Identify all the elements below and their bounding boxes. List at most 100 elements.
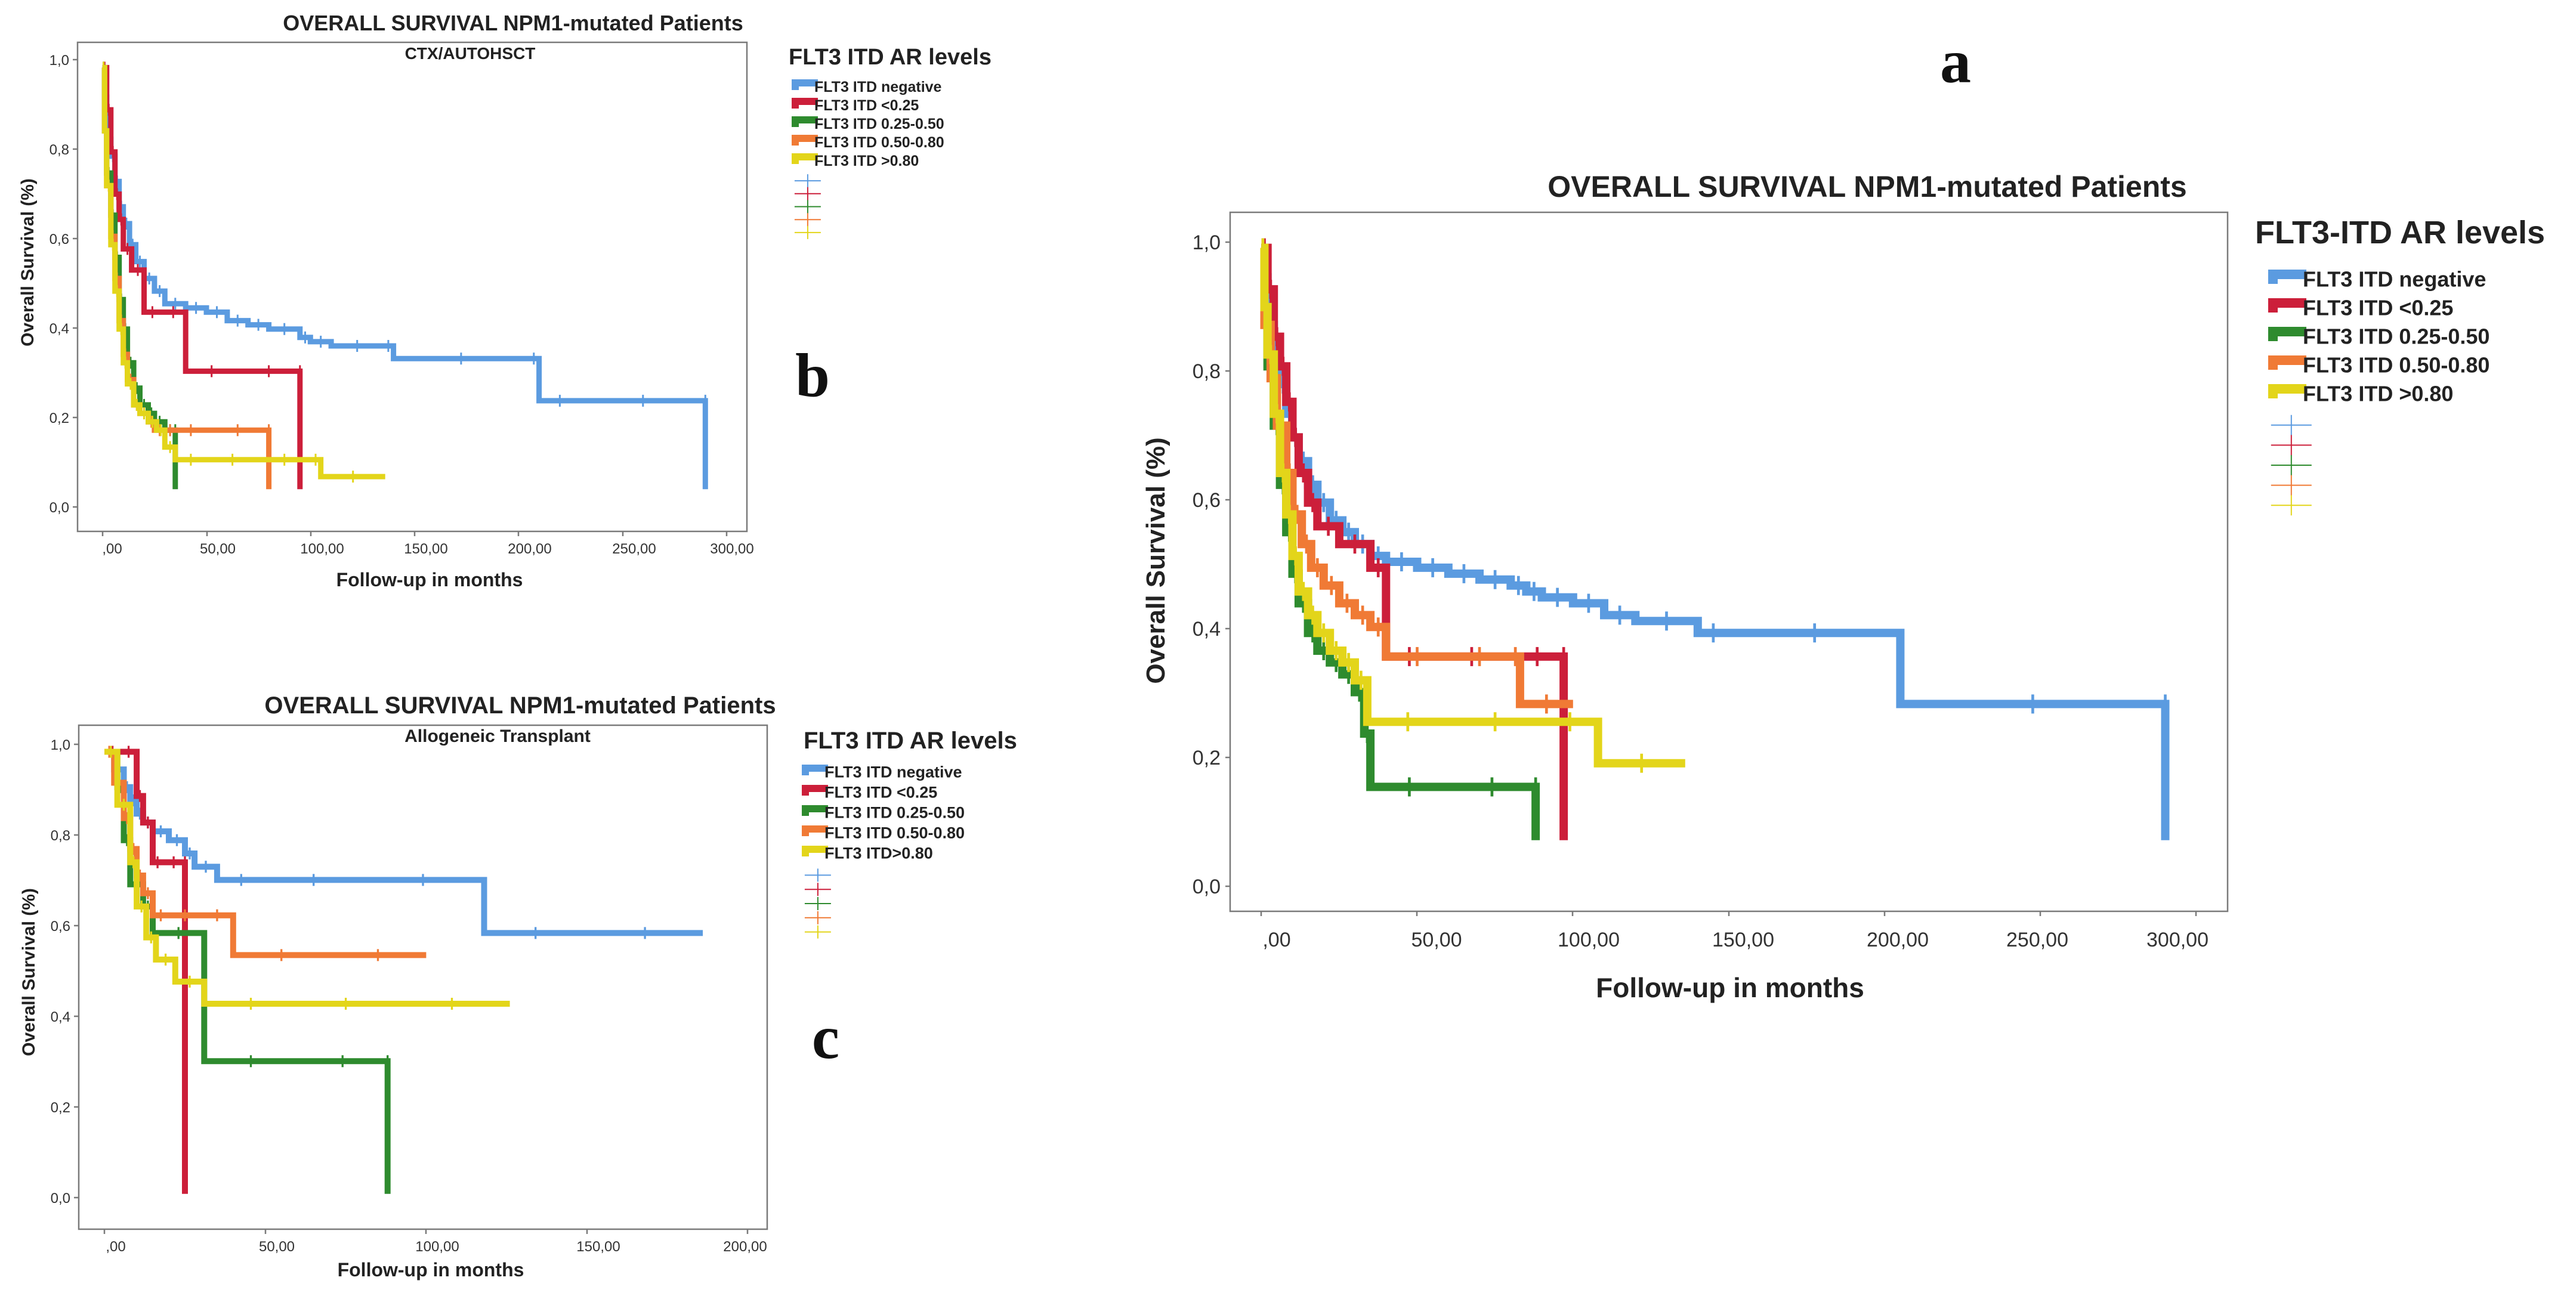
panel-b-y-ticks: 0,0 0,2 0,4 0,6 0,8 1,0 (50, 52, 78, 516)
panel-a-legend-label-3: FLT3 ITD 0.50-0.80 (2303, 353, 2489, 378)
panel-c-legend-label-3: FLT3 ITD 0.50-0.80 (824, 824, 965, 842)
panel-c-legend-censor-symbol-3 (804, 911, 831, 924)
panel-c-xtick-label: 150,00 (576, 1239, 620, 1255)
panel-a-curve-4 (1260, 243, 1685, 768)
panel-a-title: OVERALL SURVIVAL NPM1-mutated Patients (1548, 170, 2186, 203)
panel-a-legend-swatch-3 (2268, 355, 2306, 370)
panel-c-xtick-label: 100,00 (415, 1239, 459, 1255)
panel-a-legend-swatch-4 (2268, 384, 2306, 398)
panel-b-xtick-label: 300,00 (710, 541, 753, 557)
panel-c-title: OVERALL SURVIVAL NPM1-mutated Patients (264, 692, 776, 719)
panel-b-legend-label-3: FLT3 ITD 0.50-0.80 (814, 134, 944, 151)
panel-c-y-axis-label: Overall Survival (%) (19, 888, 39, 1056)
panel-b-legend-censor-symbol-1 (794, 187, 821, 200)
panel-c-legend-censor-symbol-1 (804, 883, 831, 896)
panel-b-legend-censor-symbol-0 (794, 174, 821, 188)
panel-b-title: OVERALL SURVIVAL NPM1-mutated Patients (283, 11, 743, 35)
panel-a-legend-label-2: FLT3 ITD 0.25-0.50 (2303, 324, 2489, 349)
panel-b-y-axis-label: Overall Survival (%) (18, 178, 38, 347)
panel-c: OVERALL SURVIVAL NPM1-mutated Patients A… (19, 692, 1017, 1280)
panel-a-xtick-label: 300,00 (2146, 929, 2209, 951)
panel-a-legend-label-0: FLT3 ITD negative (2303, 267, 2486, 292)
panel-a-legend-swatch-1 (2268, 298, 2306, 313)
panel-c-legend-label-2: FLT3 ITD 0.25-0.50 (824, 803, 965, 821)
panel-b-ytick-label: 0,0 (50, 500, 69, 516)
panel-c-curve-3 (104, 748, 427, 958)
panel-c-ytick-label: 1,0 (51, 737, 70, 753)
panel-a-legend: FLT3-ITD AR levels FLT3 ITD negative FLT3… (2255, 215, 2545, 516)
panel-c-curve-1 (104, 748, 188, 1194)
panel-b-legend-swatch-1 (792, 98, 818, 109)
panel-c-ytick-label: 0,4 (51, 1009, 70, 1025)
panel-c-legend-censor-symbol-0 (804, 868, 831, 882)
panel-a-xtick-label: 250,00 (2006, 929, 2068, 951)
panel-b-legend: FLT3 ITD AR levels FLT3 ITD negativeFLT3… (789, 45, 992, 239)
panel-a-ytick-label: 0,0 (1193, 876, 1221, 898)
panel-c-y-ticks: 0,0 0,2 0,4 0,6 0,8 1,0 (51, 737, 79, 1207)
panel-c-legend-title: FLT3 ITD AR levels (804, 728, 1017, 754)
panel-b-legend-swatch-3 (792, 135, 818, 146)
panel-c-ytick-label: 0,2 (51, 1100, 70, 1116)
panel-b-legend-swatch-2 (792, 116, 818, 127)
panel-b-curve-1 (102, 64, 303, 490)
panel-b-xtick-label: 150,00 (404, 541, 447, 557)
panel-c-x-axis-label: Follow-up in months (338, 1259, 524, 1280)
panel-c-legend-label-0: FLT3 ITD negative (824, 763, 962, 781)
panel-a-x-ticks: ,00 50,00 100,00 150,00 200,00 250,00 30… (1260, 911, 2209, 951)
panel-b-legend-label-1: FLT3 ITD <0.25 (814, 97, 919, 114)
panel-b-plot-frame (76, 41, 748, 533)
panel-a-legend-censor-symbol-1 (2271, 435, 2312, 456)
panel-c-xtick-label: ,00 (106, 1239, 125, 1255)
panel-a-legend-swatch-0 (2268, 270, 2306, 284)
panel-a-legend-swatch-2 (2268, 327, 2306, 341)
panel-c-legend-label-1: FLT3 ITD <0.25 (824, 783, 937, 801)
panel-a-legend-label-4: FLT3 ITD >0.80 (2303, 382, 2453, 406)
panel-b-ytick-label: 0,8 (50, 142, 69, 158)
panel-c-subtitle: Allogeneic Transplant (404, 726, 591, 746)
panel-b-curve-4 (101, 64, 385, 480)
panel-label-a: a (1940, 27, 1971, 96)
panel-a-xtick-label: 150,00 (1712, 929, 1774, 951)
panel-c-ytick-label: 0,6 (51, 918, 70, 935)
panel-c-legend-swatch-4 (802, 846, 828, 856)
panel-c-legend-censor-symbol-4 (804, 925, 831, 939)
panel-c-x-ticks: ,00 50,00 100,00 150,00 200,00 (103, 1229, 767, 1255)
panel-b-x-axis-label: Follow-up in months (336, 569, 523, 590)
panel-a-xtick-label: 100,00 (1558, 929, 1620, 951)
panel-b-legend-swatch-0 (792, 79, 818, 90)
panel-a-x-axis-label: Follow-up in months (1596, 972, 1864, 1003)
panel-b-xtick-label: 200,00 (508, 541, 551, 557)
panel-a-ytick-label: 0,6 (1193, 489, 1221, 512)
panel-c-legend-censor-symbol-2 (804, 897, 831, 910)
panel-label-c: c (812, 1003, 839, 1072)
panel-a-ytick-label: 0,8 (1193, 360, 1221, 383)
panel-b-ytick-label: 0,2 (50, 410, 69, 426)
panel-b-subtitle: CTX/AUTOHSCT (405, 44, 536, 63)
panel-a-legend-title: FLT3-ITD AR levels (2255, 215, 2545, 250)
panel-c-ytick-label: 0,0 (51, 1190, 70, 1207)
panel-b-legend-censor-symbol-2 (794, 200, 821, 214)
panel-a-legend-censor-symbol-2 (2271, 455, 2312, 475)
panel-a-xtick-label: ,00 (1262, 929, 1290, 951)
panel-b-legend-label-0: FLT3 ITD negative (814, 79, 942, 95)
panel-c-legend-items: FLT3 ITD negative FLT3 ITD <0.25 FLT3 ITD … (802, 763, 965, 939)
panel-a-ytick-label: 0,4 (1193, 618, 1221, 641)
panel-b-xtick-label: 50,00 (200, 541, 236, 557)
panel-c-ytick-label: 0,8 (51, 828, 70, 844)
panel-b-xtick-label: 250,00 (612, 541, 656, 557)
panel-c-legend-swatch-0 (802, 765, 828, 775)
panel-a: OVERALL SURVIVAL NPM1-mutated Patients 0… (1141, 170, 2545, 1003)
panel-b-ytick-label: 0,6 (50, 231, 69, 248)
panel-a-xtick-label: 50,00 (1411, 929, 1462, 951)
panel-b-curves (101, 61, 708, 490)
panel-b-legend-censor-symbol-4 (794, 225, 821, 239)
panel-c-xtick-label: 50,00 (259, 1239, 295, 1255)
panel-c-legend-swatch-2 (802, 805, 828, 816)
panel-b-ytick-label: 1,0 (50, 52, 69, 69)
panel-c-legend-swatch-1 (802, 785, 828, 796)
panel-b: OVERALL SURVIVAL NPM1-mutated Patients C… (18, 11, 992, 590)
panel-a-legend-censor-symbol-4 (2271, 495, 2312, 516)
panel-b-legend-label-4: FLT3 ITD >0.80 (814, 153, 919, 169)
panel-a-xtick-label: 200,00 (1867, 929, 1929, 951)
